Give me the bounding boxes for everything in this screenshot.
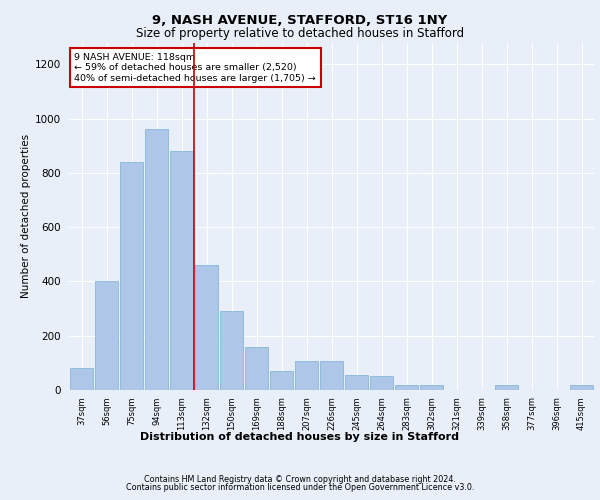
Text: Contains HM Land Registry data © Crown copyright and database right 2024.: Contains HM Land Registry data © Crown c…: [144, 475, 456, 484]
Bar: [320, 362, 343, 390]
Bar: [494, 384, 518, 390]
Y-axis label: Number of detached properties: Number of detached properties: [21, 134, 31, 298]
Text: Size of property relative to detached houses in Stafford: Size of property relative to detached ho…: [136, 28, 464, 40]
Bar: [145, 130, 169, 390]
Text: 9, NASH AVENUE, STAFFORD, ST16 1NY: 9, NASH AVENUE, STAFFORD, ST16 1NY: [152, 14, 448, 27]
Bar: [370, 376, 394, 390]
Bar: [220, 312, 244, 390]
Bar: [245, 346, 268, 390]
Bar: [419, 384, 443, 390]
Text: Contains public sector information licensed under the Open Government Licence v3: Contains public sector information licen…: [126, 484, 474, 492]
Bar: [119, 162, 143, 390]
Bar: [269, 371, 293, 390]
Bar: [170, 151, 193, 390]
Bar: [194, 265, 218, 390]
Bar: [344, 375, 368, 390]
Text: Distribution of detached houses by size in Stafford: Distribution of detached houses by size …: [140, 432, 460, 442]
Text: 9 NASH AVENUE: 118sqm
← 59% of detached houses are smaller (2,520)
40% of semi-d: 9 NASH AVENUE: 118sqm ← 59% of detached …: [74, 53, 316, 82]
Bar: [569, 384, 593, 390]
Bar: [295, 362, 319, 390]
Bar: [70, 368, 94, 390]
Bar: [95, 282, 118, 390]
Bar: [395, 384, 418, 390]
